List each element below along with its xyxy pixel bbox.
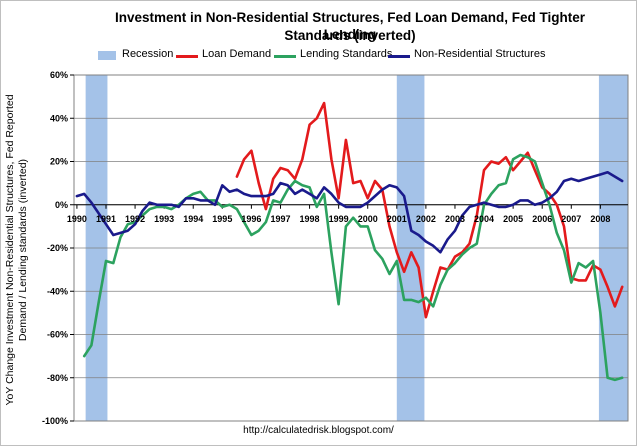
x-tick-label-1998: 1998 bbox=[300, 214, 320, 224]
legend-label-non-residential: Non-Residential Structures bbox=[414, 48, 546, 60]
y-tick-label-2: 20% bbox=[50, 157, 68, 167]
x-tick-label-2006: 2006 bbox=[532, 214, 552, 224]
gridlines bbox=[74, 117, 628, 379]
series-line-loan-demand bbox=[235, 101, 624, 319]
y-tick-label-5: -40% bbox=[47, 286, 68, 296]
x-tick-label-1992: 1992 bbox=[125, 214, 145, 224]
chart-title-line2: Standards (inverted) bbox=[284, 28, 416, 43]
source-url: http://calculatedrisk.blogspot.com/ bbox=[243, 425, 394, 436]
x-tick-label-1999: 1999 bbox=[329, 214, 349, 224]
legend-swatch-lending-standards bbox=[274, 55, 296, 58]
x-tick-label-2008: 2008 bbox=[590, 214, 610, 224]
y-tick-label-3: 0% bbox=[55, 200, 68, 210]
legend-swatch-loan-demand bbox=[176, 55, 198, 58]
y-tick-label-6: -60% bbox=[47, 330, 68, 340]
x-tick-label-2004: 2004 bbox=[474, 214, 494, 224]
chart-title-line1: Investment in Non-Residential Structures… bbox=[114, 10, 586, 42]
x-tick-label-2005: 2005 bbox=[503, 214, 523, 224]
y-tick-label-7: -80% bbox=[47, 373, 68, 383]
x-tick-label-1994: 1994 bbox=[183, 214, 203, 224]
y-tick-labels: 60% 40% 20% 0% -20% -40% -60% -80% -100% bbox=[42, 70, 68, 426]
y-tick-label-8: -100% bbox=[42, 416, 68, 426]
legend-label-recession: Recession bbox=[122, 48, 174, 60]
legend-swatch-non-residential bbox=[388, 55, 410, 58]
x-tick-label-1996: 1996 bbox=[241, 214, 261, 224]
x-tick-label-2002: 2002 bbox=[416, 214, 436, 224]
x-tick-label-1995: 1995 bbox=[212, 214, 232, 224]
legend-swatch-recession bbox=[98, 51, 116, 60]
series-lines bbox=[75, 101, 624, 382]
x-tick-label-2000: 2000 bbox=[358, 214, 378, 224]
y-tick-label-1: 40% bbox=[50, 113, 68, 123]
series-line-non-residential-structures bbox=[75, 171, 624, 254]
legend-label-lending-standards: Lending Standards bbox=[300, 48, 393, 60]
y-tick-label-4: -20% bbox=[47, 243, 68, 253]
y-tick-label-0: 60% bbox=[50, 70, 68, 80]
x-tick-label-1990: 1990 bbox=[67, 214, 87, 224]
legend-label-loan-demand: Loan Demand bbox=[202, 48, 272, 60]
x-tick-label-1993: 1993 bbox=[154, 214, 174, 224]
series-line-lending-standards bbox=[82, 153, 624, 382]
x-tick-label-2007: 2007 bbox=[561, 214, 581, 224]
x-tick-label-1991: 1991 bbox=[96, 214, 116, 224]
x-tick-label-2003: 2003 bbox=[445, 214, 465, 224]
x-tick-label-2001: 2001 bbox=[387, 214, 407, 224]
x-tick-label-1997: 1997 bbox=[270, 214, 290, 224]
x-tick-labels: 1990 1991 1992 1993 1994 1995 1996 1997 1998 1999… bbox=[67, 214, 610, 224]
